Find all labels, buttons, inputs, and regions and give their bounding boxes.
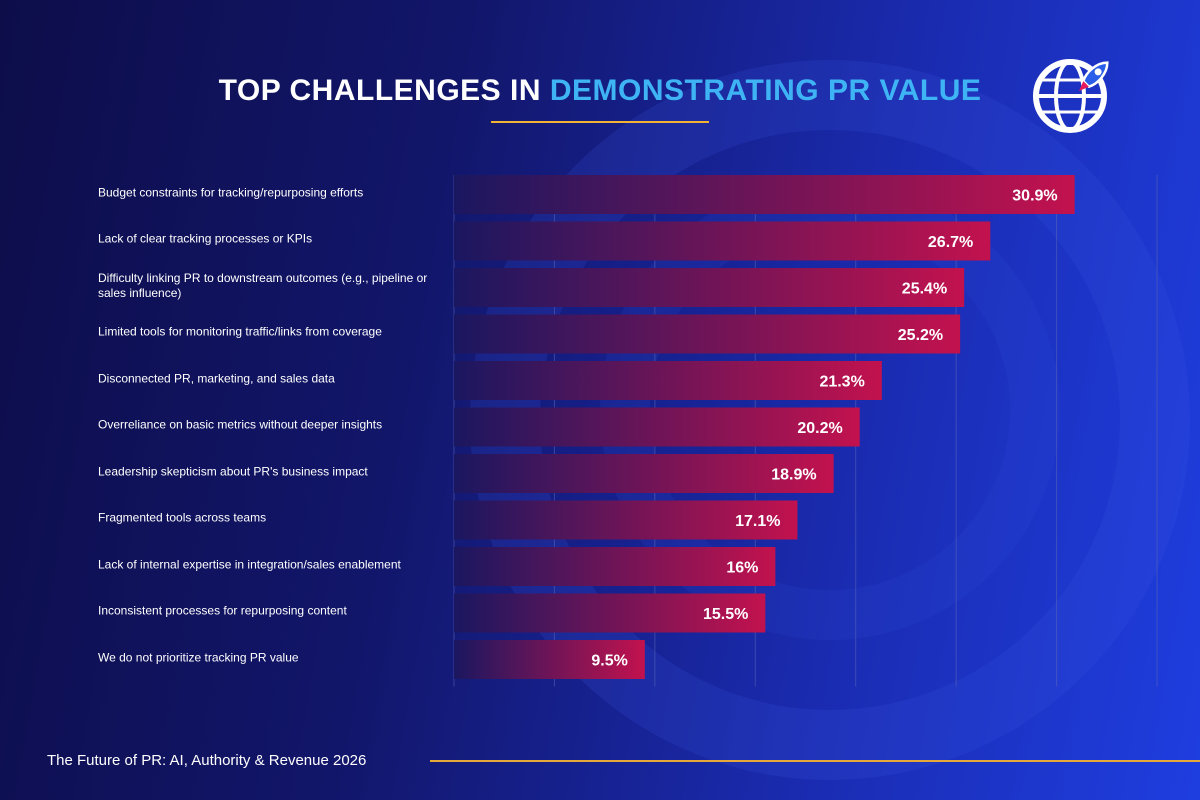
category-label: Difficulty linking PR to downstream outc…: [98, 270, 428, 300]
bar: [454, 314, 961, 354]
bar-value-label: 26.7%: [928, 234, 973, 251]
title-underline: [491, 121, 709, 123]
category-label: Disconnected PR, marketing, and sales da…: [98, 371, 335, 385]
category-label: We do not prioritize tracking PR value: [98, 650, 299, 664]
bar-value-label: 21.3%: [819, 374, 864, 391]
bar: [454, 500, 798, 540]
bar: [454, 221, 991, 261]
bar: [454, 407, 860, 447]
footer-source: The Future of PR: AI, Authority & Revenu…: [47, 752, 367, 769]
bar-value-label: 25.4%: [902, 281, 947, 298]
category-label: Leadership skepticism about PR's busines…: [98, 464, 368, 478]
category-label: Lack of internal expertise in integratio…: [98, 557, 401, 571]
category-label: Overreliance on basic metrics without de…: [98, 417, 383, 432]
category-label: Limited tools for monitoring traffic/lin…: [98, 324, 382, 339]
bar-value-label: 15.5%: [703, 606, 748, 623]
bar-value-label: 25.2%: [898, 327, 943, 344]
bar-value-label: 30.9%: [1012, 188, 1057, 205]
bar-value-label: 16%: [726, 560, 758, 577]
bar: [454, 593, 766, 633]
title-part-white: TOP CHALLENGES IN: [218, 74, 550, 107]
bar-value-label: 9.5%: [591, 653, 627, 670]
bar-value-label: 17.1%: [735, 513, 780, 530]
chart-title: TOP CHALLENGES IN DEMONSTRATING PR VALUE: [0, 74, 1200, 108]
category-label: Lack of clear tracking processes or KPIs: [98, 231, 313, 246]
bar: [454, 175, 1075, 214]
title-part-accent: DEMONSTRATING PR VALUE: [549, 74, 982, 107]
bar: [454, 268, 965, 307]
bar: [454, 640, 645, 679]
globe-rocket-icon: [1033, 59, 1109, 133]
bar-value-label: 18.9%: [771, 467, 816, 484]
bar-value-label: 20.2%: [797, 420, 842, 437]
category-label: Budget constraints for tracking/repurpos…: [98, 185, 364, 199]
category-label: Fragmented tools across teams: [98, 510, 267, 525]
footer-line: [430, 760, 1200, 762]
category-label: Inconsistent processes for repurposing c…: [98, 603, 347, 618]
bar: [454, 547, 776, 586]
bar: [454, 361, 882, 400]
bar: [454, 454, 834, 493]
